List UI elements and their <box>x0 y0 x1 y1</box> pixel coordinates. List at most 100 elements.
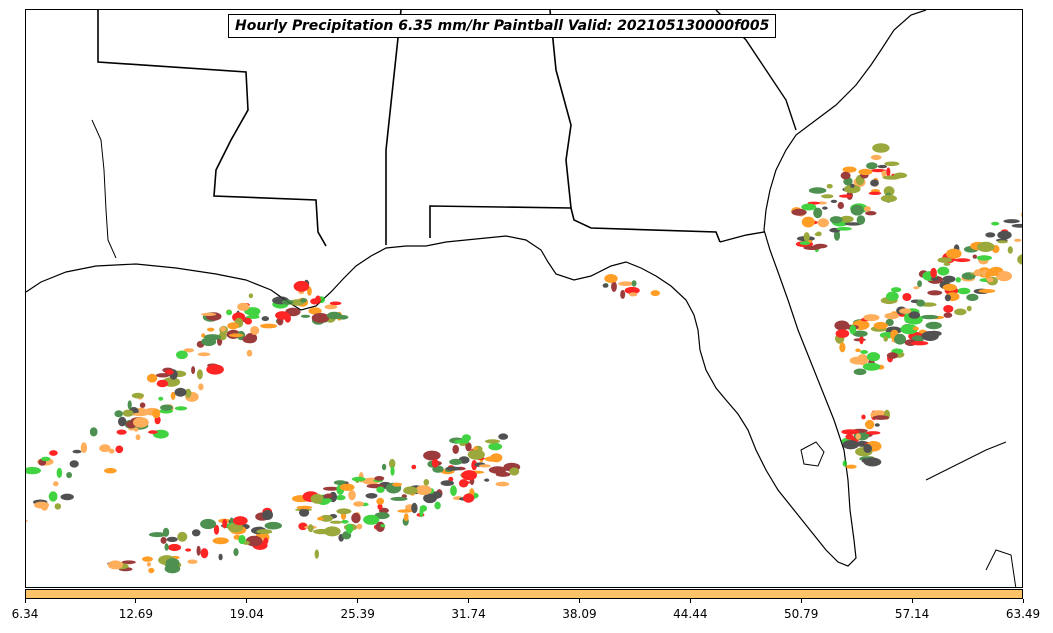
paintball-blob <box>248 293 254 299</box>
paintball-blob <box>849 356 866 365</box>
paintball-blob <box>206 364 224 375</box>
paintball-blob <box>882 175 901 180</box>
paintball-blob <box>944 294 952 302</box>
colorbar-tick <box>135 599 137 603</box>
paintball-blob <box>308 307 322 315</box>
paintball-blob <box>177 531 188 542</box>
paintball-blob <box>242 335 256 344</box>
state-border-al-ga <box>549 10 572 209</box>
paintball-blob <box>200 548 209 559</box>
paintball-blob <box>853 368 867 376</box>
paintball-blob <box>917 280 922 288</box>
paintball-blob <box>862 362 881 371</box>
paintball-blob <box>284 313 291 323</box>
paintball-blob <box>440 480 454 486</box>
paintball-blob <box>69 460 79 468</box>
paintball-blob <box>955 277 961 283</box>
paintball-blob <box>156 373 170 378</box>
paintball-blob <box>478 464 491 468</box>
paintball-blob <box>148 532 167 538</box>
paintball-blob <box>363 514 380 525</box>
paintball-blob <box>160 536 167 544</box>
paintball-blob <box>484 456 500 462</box>
paintball-blob <box>263 537 269 545</box>
paintball-blob <box>814 232 822 237</box>
colorbar-tick <box>578 599 580 603</box>
paintball-blob <box>116 429 127 435</box>
paintball-blob <box>131 392 144 399</box>
paintball-blob <box>146 562 151 567</box>
paintball-blob <box>996 271 1012 282</box>
paintball-blob <box>488 442 503 451</box>
colorbar-tick-label: 44.44 <box>673 607 708 621</box>
paintball-blob <box>310 493 325 504</box>
paintball-blob <box>791 208 807 216</box>
paintball-blob <box>127 400 132 410</box>
paintball-blob <box>966 305 972 312</box>
paintball-blob <box>930 277 940 281</box>
paintball-blob <box>863 457 882 467</box>
paintball-blob <box>212 537 229 545</box>
paintball-blob <box>927 290 943 296</box>
paintball-blob <box>930 267 937 278</box>
paintball-blob <box>845 464 857 469</box>
paintball-blob <box>463 493 475 503</box>
paintball-blob <box>158 396 164 401</box>
paintball-blob <box>461 470 478 481</box>
paintball-blob <box>156 379 169 388</box>
paintball-blob <box>954 308 967 316</box>
state-border-ms-al <box>385 10 402 245</box>
colorbar-tick <box>468 599 470 603</box>
paintball-blob <box>863 444 872 453</box>
paintball-blob <box>978 289 996 293</box>
paintball-blob <box>886 352 899 359</box>
paintball-blob <box>611 281 617 292</box>
paintball-blob <box>604 274 618 283</box>
colorbar <box>25 589 1023 599</box>
colorbar-tick <box>246 599 248 603</box>
paintball-blob <box>244 318 252 325</box>
paintball-blob <box>376 497 385 505</box>
paintball-blob <box>865 211 877 216</box>
paintball-blob <box>1017 254 1022 265</box>
paintball-blob <box>300 314 311 318</box>
paintball-blob <box>976 255 992 261</box>
paintball-blob <box>41 456 51 462</box>
paintball-blob <box>799 241 811 246</box>
paintball-blob <box>916 299 925 307</box>
paintball-blob <box>842 460 847 467</box>
paintball-blob <box>213 524 220 535</box>
paintball-blob <box>53 481 59 487</box>
paintball-blob <box>976 241 995 252</box>
paintball-blob <box>813 207 823 219</box>
paintball-blob <box>148 430 158 434</box>
paintball-blob <box>351 476 366 482</box>
paintball-blob <box>844 222 862 226</box>
paintball-blob <box>314 549 319 559</box>
bahamas-coast <box>925 441 1017 587</box>
paintball-blob <box>142 556 153 562</box>
paintball-blob <box>620 289 626 299</box>
paintball-blob <box>228 333 244 338</box>
colorbar-tick-label: 19.04 <box>229 607 264 621</box>
paintball-blob <box>434 501 441 510</box>
paintball-blob <box>937 266 950 276</box>
paintball-blob <box>833 230 841 241</box>
paintball-blob <box>162 527 170 537</box>
paintball-blob <box>341 519 349 524</box>
paintball-blob <box>817 218 829 228</box>
paintball-blob <box>335 494 346 501</box>
colorbar-tick <box>689 599 691 603</box>
paintball-blob <box>997 240 1008 244</box>
colorbar-tick <box>800 599 802 603</box>
state-border-ga-fl <box>719 231 765 243</box>
paintball-blob <box>319 514 333 522</box>
paintball-blob <box>899 308 912 314</box>
paintball-blob <box>921 331 939 341</box>
colorbar-tick-label: 31.74 <box>451 607 486 621</box>
paintball-blob <box>232 516 248 526</box>
paintball-blob <box>988 279 993 283</box>
paintball-blob <box>991 221 1000 226</box>
paintball-blob <box>943 312 953 318</box>
paintball-blob <box>339 483 355 491</box>
